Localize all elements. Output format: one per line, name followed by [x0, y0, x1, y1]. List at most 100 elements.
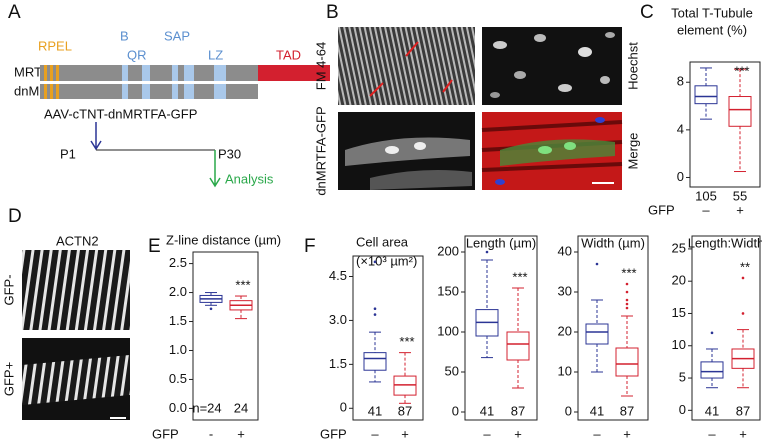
chart-title: Width (µm) — [581, 235, 645, 250]
count-label: 87 — [620, 403, 634, 418]
y-tick-label: 20 — [672, 273, 686, 288]
outlier — [373, 307, 377, 311]
y-tick-label: 30 — [558, 283, 572, 298]
plot-frame — [689, 61, 761, 188]
analysis-arrow — [209, 150, 221, 188]
y-tick-label: 25 — [672, 240, 686, 255]
actn2-cell — [22, 355, 130, 405]
group-label: GFP- — [1, 274, 16, 305]
timeline-label: P1 — [60, 146, 76, 161]
count-label: 87 — [736, 403, 750, 418]
group-label: GFP+ — [1, 362, 16, 396]
plot-frame — [691, 235, 761, 421]
chart-title: element (%) — [677, 22, 747, 37]
plot-frame — [192, 251, 259, 421]
outlier — [710, 331, 714, 335]
count-label: 87 — [511, 403, 525, 418]
box — [728, 96, 752, 127]
outlier — [595, 262, 599, 266]
domain-label: RPEL — [38, 38, 72, 53]
panel-label: E — [148, 236, 161, 257]
panel-label: D — [8, 206, 22, 227]
arrow-markers — [369, 41, 453, 97]
x-tick-label: – — [708, 426, 716, 441]
box — [585, 323, 609, 345]
gfp-image — [338, 112, 475, 190]
x-tick-label: - — [209, 426, 213, 441]
injection-arrow — [90, 122, 102, 151]
outlier — [373, 260, 377, 264]
count-label: 41 — [590, 403, 604, 418]
count-label: n=24 — [192, 400, 221, 415]
y-tick-label: 0 — [677, 169, 684, 184]
y-tick-label: 1.5 — [169, 313, 187, 328]
y-tick-label: 40 — [558, 243, 572, 258]
x-tick-label: + — [514, 426, 522, 441]
y-tick-label: 0.0 — [169, 400, 187, 415]
x-tick-label: + — [237, 426, 245, 441]
box — [363, 352, 387, 371]
y-tick-label: 4.5 — [329, 268, 347, 283]
step-label: Analysis — [225, 171, 274, 186]
significance: ** — [740, 259, 750, 274]
y-tick-label: 8 — [677, 74, 684, 89]
y-tick-label: 0 — [340, 400, 347, 415]
plot-frame — [352, 255, 424, 421]
chart-title: Length:Width — [688, 235, 762, 250]
outlier — [625, 302, 629, 306]
domain-label: LZ — [208, 47, 223, 62]
merge-image — [481, 112, 623, 190]
virus-label: AAV-cTNT-dnMRTFA-GFP — [44, 106, 197, 121]
x-tick-label: – — [593, 426, 601, 441]
stain-label: ACTN2 — [56, 233, 99, 248]
x-tick-label: – — [702, 202, 710, 217]
y-tick-label: 0 — [679, 402, 686, 417]
y-tick-label: 3.0 — [329, 312, 347, 327]
y-tick-label: 10 — [558, 363, 572, 378]
y-tick-label: 20 — [558, 323, 572, 338]
panel-label: C — [640, 2, 654, 23]
scale-label: 2 µm — [112, 420, 132, 430]
channel-label: dnMRTFA-GFP — [313, 106, 328, 195]
outlier — [741, 312, 745, 315]
panel-label: B — [326, 2, 339, 23]
domain-label: QR — [127, 47, 147, 62]
x-axis-label: GFP — [648, 202, 675, 217]
outlier — [625, 298, 629, 302]
y-tick-label: 2.0 — [169, 284, 187, 299]
count-label: 55 — [733, 188, 747, 203]
significance: *** — [512, 269, 527, 284]
channel-label: Merge — [625, 133, 640, 170]
chart-title: Total T-Tubule — [671, 5, 753, 20]
chart-title: Length (µm) — [466, 235, 536, 250]
y-tick-label: 50 — [445, 363, 459, 378]
box — [700, 361, 724, 379]
timeline-label: P30 — [218, 146, 241, 161]
domain-label: B — [120, 28, 129, 43]
y-tick-label: 1.5 — [329, 356, 347, 371]
count-label: 105 — [695, 188, 717, 203]
box — [694, 85, 718, 105]
y-tick-label: 15 — [672, 305, 686, 320]
y-tick-label: 100 — [437, 323, 459, 338]
domain-label: TAD — [276, 47, 301, 62]
outlier — [625, 290, 629, 294]
panel-a: A RPEL B QR SAP LZ TAD MRTFA dnMRTFA AAV… — [8, 2, 330, 188]
outlier — [485, 250, 489, 254]
x-tick-label: – — [371, 426, 379, 441]
y-tick-label: 150 — [437, 283, 459, 298]
domain-label: SAP — [164, 28, 190, 43]
outlier — [373, 313, 377, 316]
x-tick-label: + — [736, 202, 744, 217]
dnmrtfa-bar — [40, 84, 258, 99]
x-axis-label: GFP — [152, 426, 179, 441]
fm-image — [338, 27, 475, 105]
panel-d: D ACTN2 2 µm GFP- GFP+ — [1, 206, 132, 430]
y-tick-label: 0 — [452, 403, 459, 418]
mrtfa-bar — [40, 65, 330, 81]
x-tick-label: + — [401, 426, 409, 441]
count-label: 41 — [705, 403, 719, 418]
y-tick-label: 200 — [437, 243, 459, 258]
outlier — [209, 307, 213, 311]
